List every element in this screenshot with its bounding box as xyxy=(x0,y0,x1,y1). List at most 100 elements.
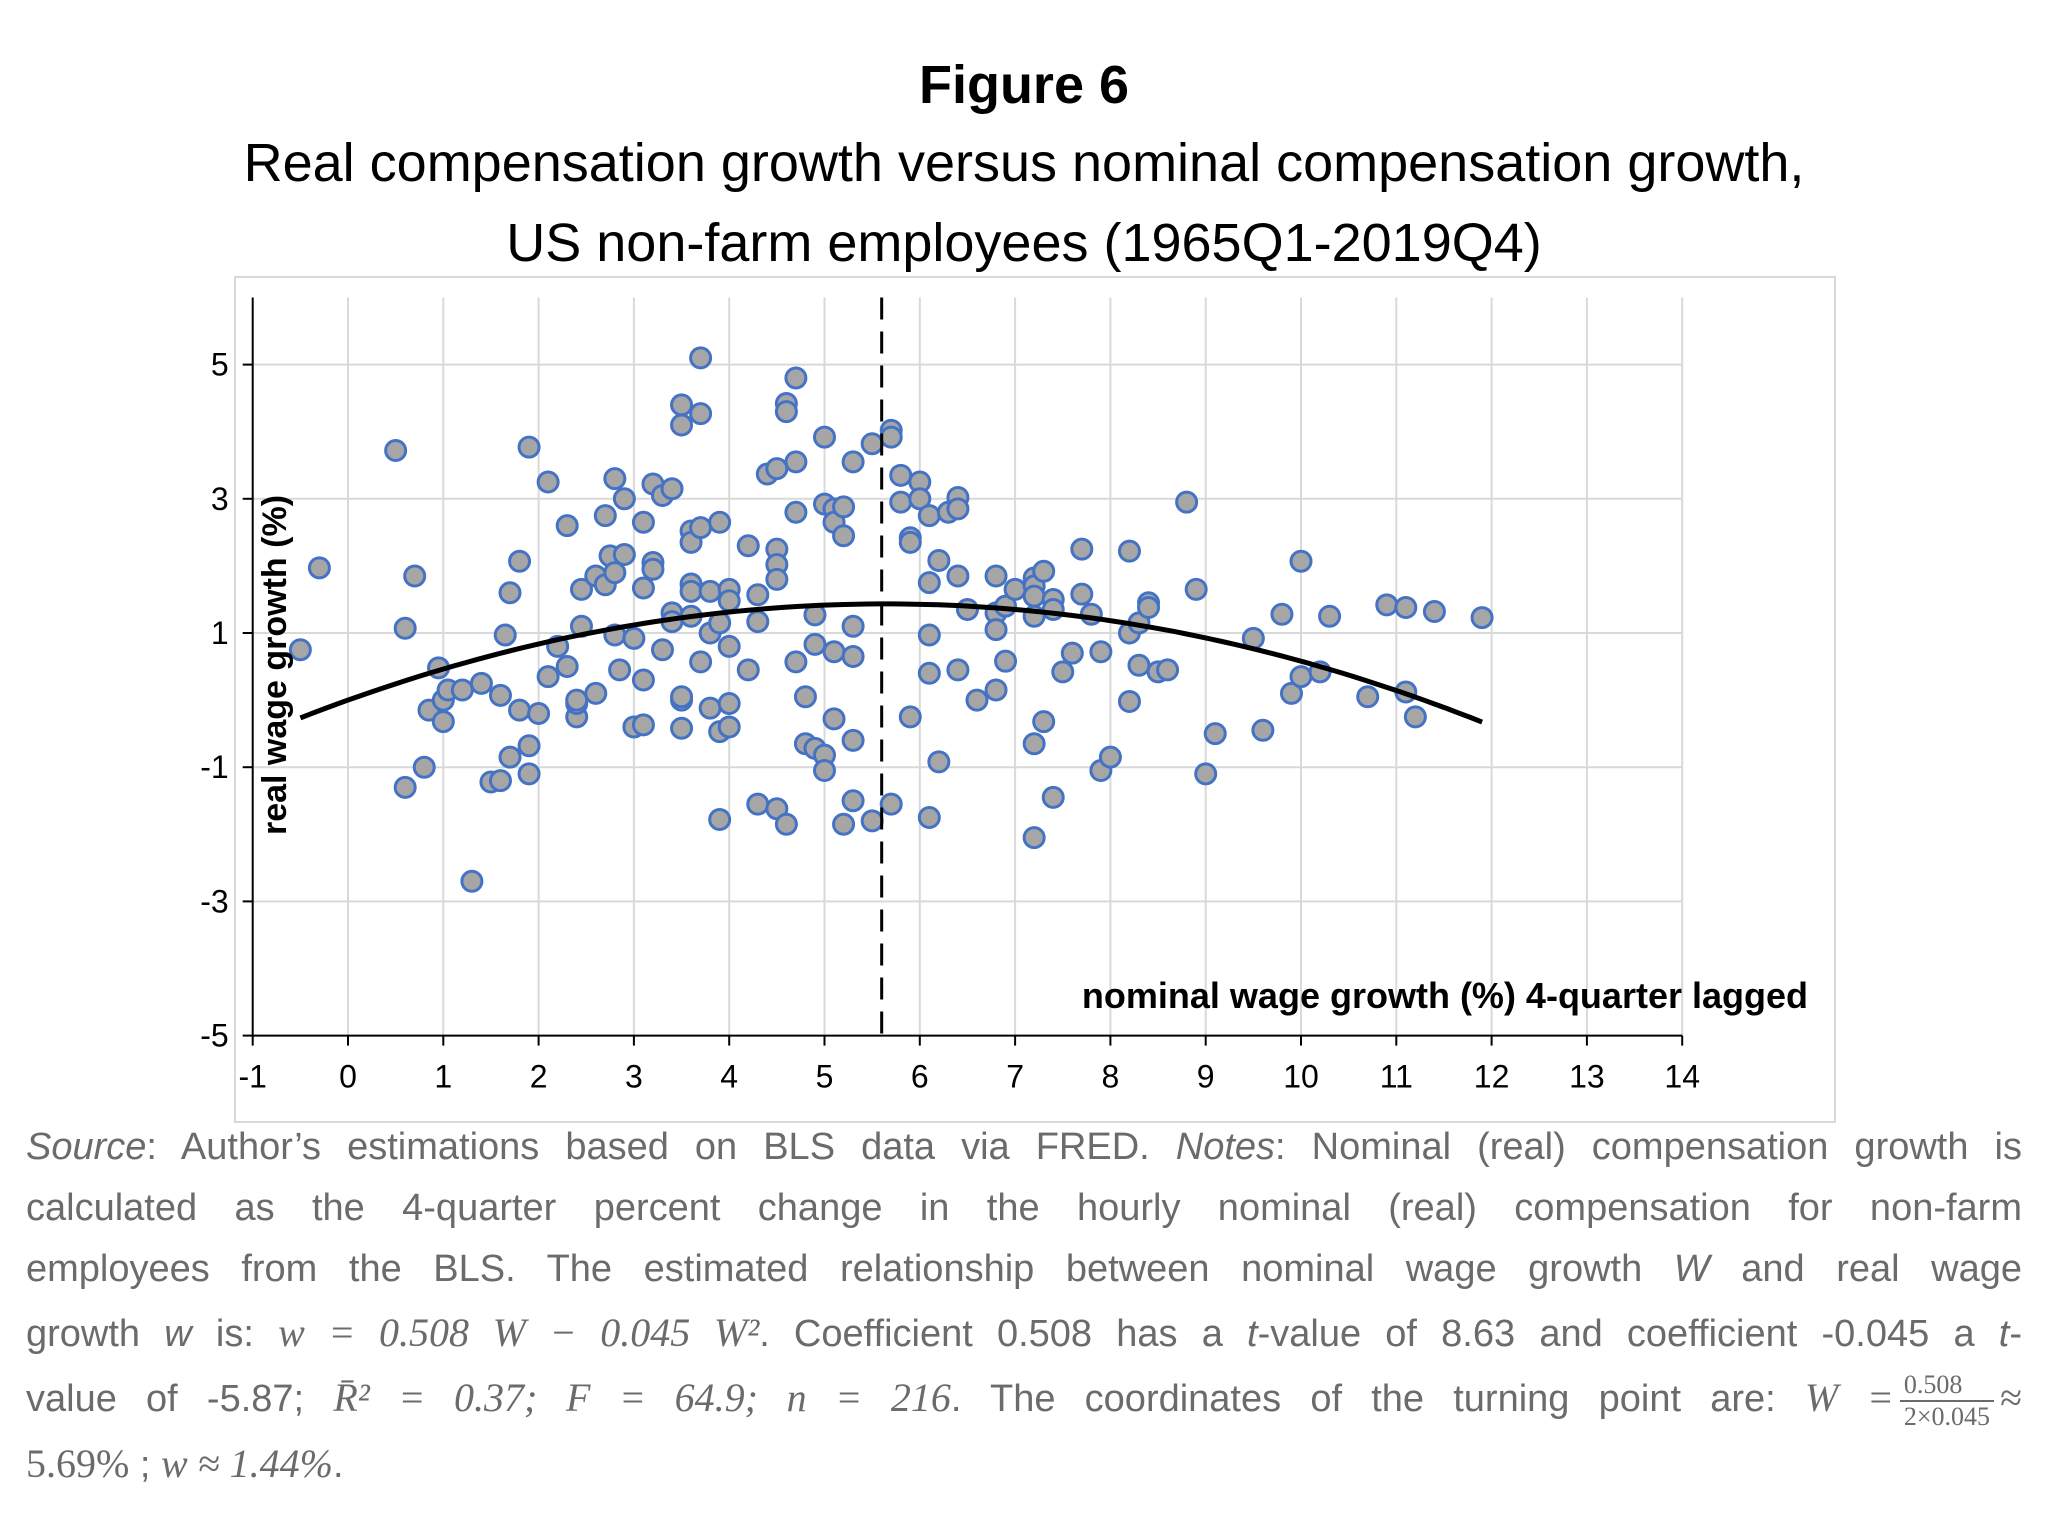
data-point xyxy=(698,579,722,603)
data-point xyxy=(717,634,741,658)
data-point xyxy=(822,707,846,731)
note-line-4-part4: -value of 8.63 and coefficient -0.045 a xyxy=(1257,1313,1999,1355)
data-point xyxy=(717,691,741,715)
x-tick-label: 12 xyxy=(1474,1059,1510,1095)
data-point xyxy=(622,626,646,650)
data-point xyxy=(1279,681,1303,705)
data-point xyxy=(527,702,551,726)
data-point xyxy=(679,579,703,603)
y-tick-label: -1 xyxy=(200,749,228,785)
data-point xyxy=(508,698,532,722)
data-point xyxy=(984,564,1008,588)
x-tick-label: 4 xyxy=(720,1059,738,1095)
data-point xyxy=(1184,577,1208,601)
x-tick-label: 5 xyxy=(816,1059,834,1095)
data-point xyxy=(508,549,532,573)
y-tick-label: -5 xyxy=(200,1018,228,1054)
x-tick-label: 1 xyxy=(434,1059,452,1095)
separator: ; xyxy=(129,1444,162,1486)
data-point xyxy=(603,467,627,491)
data-point xyxy=(860,432,884,456)
data-point xyxy=(631,576,655,600)
data-point xyxy=(708,808,732,832)
fit-curve xyxy=(299,601,1484,725)
x-tick-label: 2 xyxy=(530,1059,548,1095)
data-point xyxy=(612,542,636,566)
data-point xyxy=(803,632,827,656)
x-tick-label: 3 xyxy=(625,1059,643,1095)
data-point xyxy=(1098,745,1122,769)
var-W: W xyxy=(1673,1248,1710,1290)
data-point xyxy=(631,668,655,692)
data-point xyxy=(517,734,541,758)
data-point xyxy=(841,450,865,474)
data-point xyxy=(689,402,713,426)
data-point xyxy=(498,581,522,605)
data-point xyxy=(1394,596,1418,620)
data-point xyxy=(965,688,989,712)
data-point xyxy=(1022,584,1046,608)
x-tick-label: 11 xyxy=(1380,1059,1413,1095)
data-point xyxy=(603,561,627,585)
fraction-denominator: 2×0.045 xyxy=(1903,1402,1991,1431)
data-point xyxy=(488,683,512,707)
data-point xyxy=(1117,539,1141,563)
note-line-4-part1: growth xyxy=(26,1313,165,1355)
data-point xyxy=(746,583,770,607)
data-point xyxy=(641,557,665,581)
data-point xyxy=(984,618,1008,642)
data-point xyxy=(460,869,484,893)
data-point xyxy=(1175,490,1199,514)
note-line-3: employees from the BLS. The estimated re… xyxy=(26,1248,2022,1291)
data-point xyxy=(841,728,865,752)
figure-label: Figure 6 xyxy=(918,55,1130,115)
data-point xyxy=(1318,604,1342,628)
data-point xyxy=(393,616,417,640)
note-line-6: 5.69% ; w ≈ 1.44%. xyxy=(26,1440,2022,1487)
fraction-numerator: 0.508 xyxy=(1899,1370,1995,1402)
data-point xyxy=(946,564,970,588)
y-tick-label: 3 xyxy=(211,481,229,517)
data-point xyxy=(917,623,941,647)
data-point xyxy=(1270,602,1294,626)
x-tick-label: 0 xyxy=(339,1059,357,1095)
data-point xyxy=(841,614,865,638)
y-tick-label: 1 xyxy=(211,615,229,651)
data-point xyxy=(1470,606,1494,630)
data-point xyxy=(450,678,474,702)
data-point xyxy=(1137,596,1161,620)
data-point xyxy=(608,658,632,682)
data-point xyxy=(898,705,922,729)
data-point xyxy=(469,671,493,695)
data-point xyxy=(1375,593,1399,617)
data-point xyxy=(832,812,856,836)
data-point xyxy=(1032,710,1056,734)
data-point xyxy=(793,685,817,709)
approx-sign: ≈ xyxy=(2000,1375,2023,1421)
data-point xyxy=(1089,640,1113,664)
var-t-2: t xyxy=(1998,1313,2010,1355)
data-point xyxy=(994,649,1018,673)
data-point xyxy=(765,457,789,481)
data-point xyxy=(593,504,617,528)
notes-label: Notes xyxy=(1175,1126,1276,1168)
turning-fraction: 0.508 2×0.045 xyxy=(1899,1370,1995,1432)
data-point xyxy=(393,775,417,799)
data-point xyxy=(708,510,732,534)
data-points xyxy=(288,346,1494,893)
x-tick-label: 13 xyxy=(1569,1059,1605,1095)
data-point xyxy=(1032,559,1056,583)
data-point xyxy=(555,514,579,538)
data-point xyxy=(1117,689,1141,713)
data-point xyxy=(517,435,541,459)
data-point xyxy=(841,789,865,813)
data-point xyxy=(917,806,941,830)
data-point xyxy=(431,710,455,734)
data-point xyxy=(670,393,694,417)
data-point xyxy=(784,450,808,474)
data-point xyxy=(746,792,770,816)
data-point xyxy=(1003,577,1027,601)
data-point xyxy=(536,470,560,494)
turning-W-value: 5.69% xyxy=(26,1441,130,1486)
